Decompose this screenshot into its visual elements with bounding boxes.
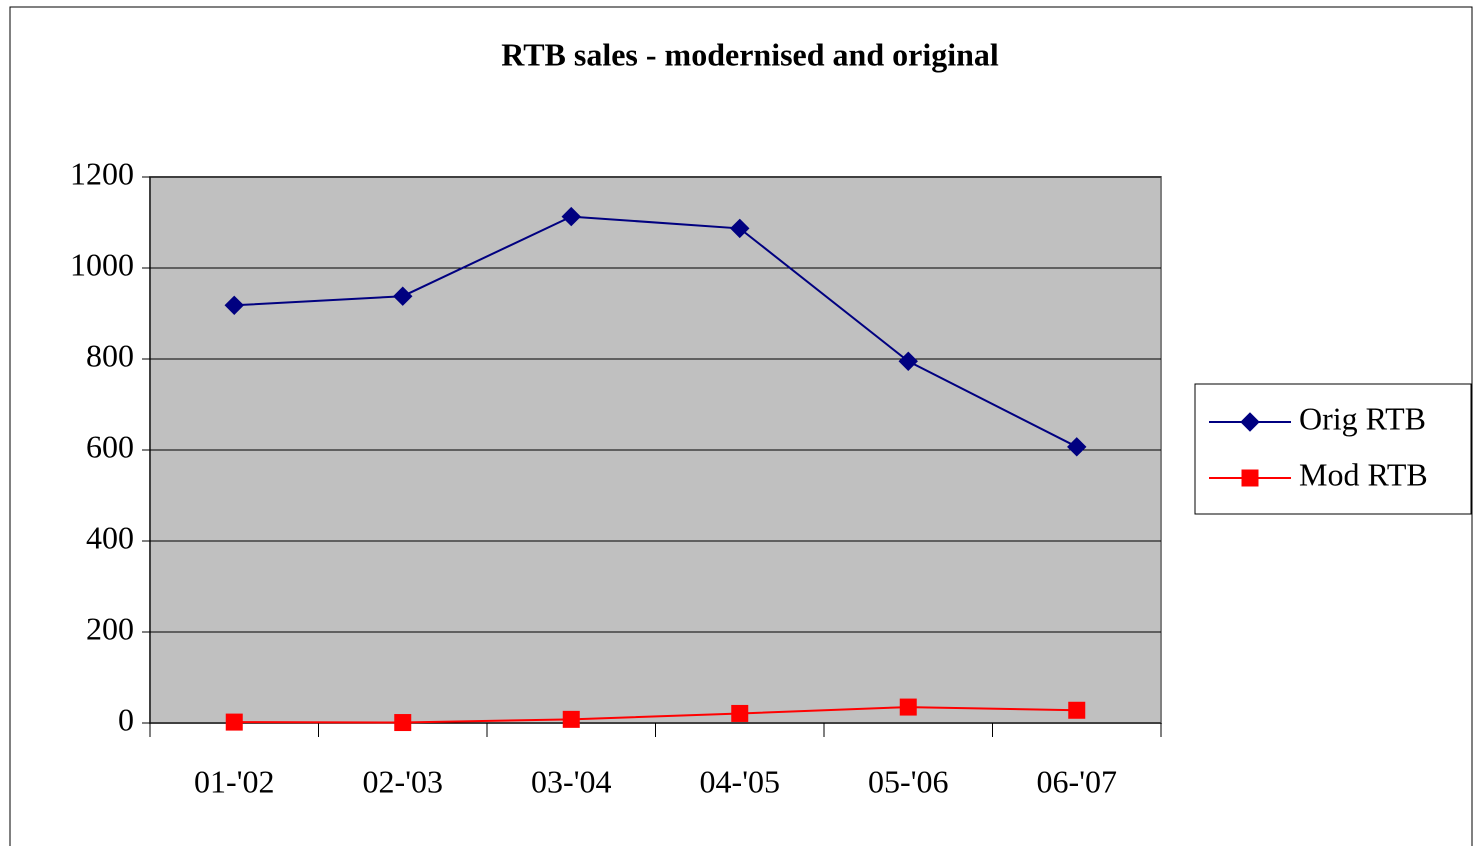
chart-title: RTB sales - modernised and original bbox=[501, 36, 999, 72]
y-tick-label: 400 bbox=[86, 519, 134, 555]
y-tick-label: 200 bbox=[86, 610, 134, 646]
marker bbox=[224, 295, 244, 316]
legend-box bbox=[1194, 383, 1472, 515]
x-tick-label: 04-'05 bbox=[700, 763, 780, 799]
y-tick-label: 1200 bbox=[70, 155, 134, 191]
marker bbox=[561, 206, 581, 227]
marker bbox=[898, 351, 918, 371]
series-line bbox=[234, 706, 1077, 724]
marker bbox=[731, 704, 749, 722]
legend-label: Orig RTB bbox=[1299, 400, 1426, 436]
series-line bbox=[234, 215, 1078, 448]
x-tick-label: 01-'02 bbox=[194, 763, 274, 799]
marker bbox=[730, 218, 750, 239]
x-tick-label: 05-'06 bbox=[868, 763, 948, 799]
x-tick-label: 06-'07 bbox=[1037, 763, 1117, 799]
legend-label: Mod RTB bbox=[1299, 456, 1428, 492]
y-tick-label: 1000 bbox=[70, 246, 134, 282]
x-tick-label: 03-'04 bbox=[531, 763, 611, 799]
marker bbox=[899, 698, 917, 716]
y-tick-label: 600 bbox=[86, 428, 134, 464]
marker bbox=[1240, 412, 1260, 432]
x-tick-label: 02-'03 bbox=[363, 763, 443, 799]
marker bbox=[1068, 701, 1086, 719]
marker bbox=[393, 286, 413, 306]
marker bbox=[394, 714, 412, 732]
y-tick-label: 800 bbox=[86, 337, 134, 373]
y-tick-label: 0 bbox=[118, 701, 134, 737]
marker bbox=[1067, 437, 1087, 457]
marker bbox=[1241, 469, 1259, 487]
marker bbox=[225, 713, 243, 731]
marker bbox=[562, 710, 580, 728]
